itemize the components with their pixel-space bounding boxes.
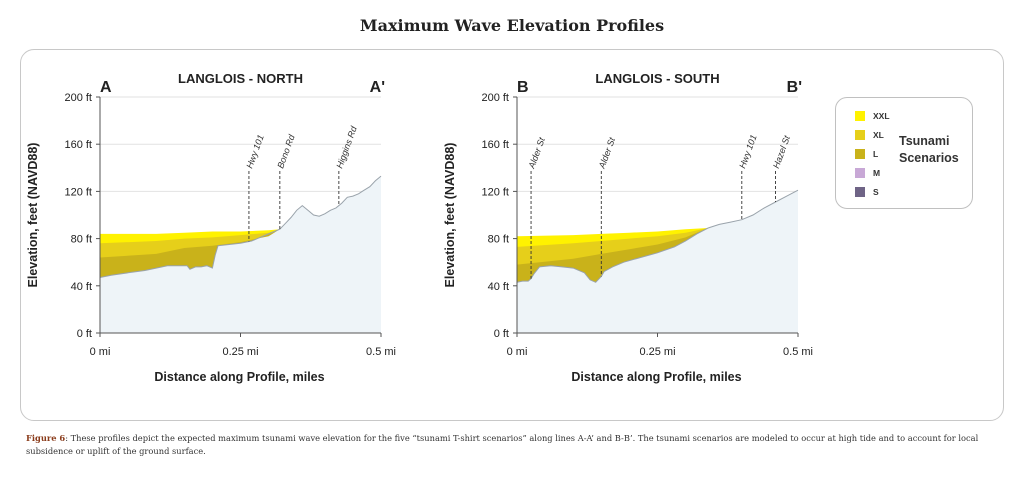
legend-swatch-xl: [855, 129, 865, 140]
chart-1-annotation-label: Hwy 101: [244, 133, 265, 169]
chart-2-y-tick-label: 200 ft: [481, 92, 509, 104]
chart-2-y-tick-label: 0 ft: [494, 328, 509, 340]
chart-2-annotation-label: Alder St: [526, 136, 547, 171]
chart-1-annotation-label: Bono Rd: [275, 132, 297, 169]
chart-2-x-tick-label: 0.25 mi: [639, 346, 675, 358]
chart-1-title: LANGLOIS - NORTH: [178, 71, 303, 86]
legend: XXL XL L M S Tsunami Scenarios: [835, 97, 973, 209]
legend-title-line2: Scenarios: [899, 151, 959, 165]
chart-2-title: LANGLOIS - SOUTH: [595, 71, 719, 86]
chart-1-y-axis-label: Elevation, feet (NAVD88): [26, 143, 40, 288]
chart-2-ground-area: [517, 190, 798, 333]
chart-2-y-tick-label: 80 ft: [488, 234, 509, 246]
chart-2-end-label: B': [787, 79, 802, 96]
caption-label: Figure 6: [26, 433, 66, 443]
legend-item-xl: XL: [855, 129, 884, 140]
figure-title: Maximum Wave Elevation Profiles: [359, 16, 665, 35]
chart-1-scenario-l-area: [100, 229, 280, 278]
legend-label-xxl: XXL: [873, 110, 890, 121]
legend-title: Tsunami Scenarios: [899, 133, 959, 167]
legend-title-line1: Tsunami: [899, 134, 950, 148]
legend-item-l: L: [855, 148, 878, 159]
chart-2-x-axis-label: Distance along Profile, miles: [571, 370, 741, 384]
legend-label-xl: XL: [873, 129, 884, 140]
chart-2-y-axis-label: Elevation, feet (NAVD88): [443, 143, 457, 288]
legend-swatch-m: [855, 167, 865, 178]
chart-1-y-tick-label: 120 ft: [64, 186, 92, 198]
chart-2-y-tick-label: 160 ft: [481, 139, 509, 151]
chart-1-y-tick-label: 160 ft: [64, 139, 92, 151]
chart-1-end-label: A': [370, 79, 385, 96]
chart-2-y-tick-label: 40 ft: [488, 281, 509, 293]
chart-2-start-label: B: [517, 79, 529, 96]
chart-2-annotation-label: Hazel St: [771, 134, 792, 170]
chart-1-y-tick-label: 200 ft: [64, 92, 92, 104]
legend-label-m: M: [873, 167, 881, 178]
chart-2-ground-line: [516, 189, 799, 283]
chart-1-x-tick-label: 0.25 mi: [222, 346, 258, 358]
chart-1-y-tick-label: 0 ft: [77, 328, 92, 340]
caption-text: : These profiles depict the expected max…: [26, 433, 979, 456]
chart-2-annotation-label: Alder St: [596, 136, 617, 171]
chart-2-x-tick-label: 0 mi: [507, 346, 528, 358]
chart-1-x-axis-label: Distance along Profile, miles: [154, 370, 324, 384]
chart-2-x-tick-label: 0.5 mi: [783, 346, 813, 358]
chart-1-annotation-label: Higgins Rd: [334, 124, 359, 170]
legend-swatch-s: [855, 186, 865, 197]
figure-caption: Figure 6: These profiles depict the expe…: [26, 432, 1001, 458]
chart-2-y-tick-label: 120 ft: [481, 186, 509, 198]
chart-1-group: 0 ft 40 ft 80 ft 120 ft 160 ft 200 ft 0 mi 0.25…: [26, 71, 396, 384]
chart-2-group: 0 ft 40 ft 80 ft 120 ft 160 ft 200 ft 0 mi 0.25…: [443, 71, 813, 384]
chart-1-x-tick-label: 0 mi: [90, 346, 111, 358]
legend-item-s: S: [855, 186, 879, 197]
chart-1-y-tick-label: 80 ft: [71, 234, 92, 246]
chart-2-annotation-label: Hwy 101: [737, 133, 758, 169]
figure-frame: [20, 49, 1004, 421]
chart-1-x-tick-label: 0.5 mi: [366, 346, 396, 358]
chart-2-scenario-l-area: [517, 228, 709, 283]
legend-item-xxl: XXL: [855, 110, 890, 121]
legend-item-m: M: [855, 167, 880, 178]
chart-1-ground-line: [99, 175, 382, 278]
legend-swatch-xxl: [855, 110, 865, 121]
chart-1-start-label: A: [100, 79, 112, 96]
legend-swatch-l: [855, 148, 865, 159]
chart-1-y-tick-label: 40 ft: [71, 281, 92, 293]
legend-label-s: S: [873, 186, 879, 197]
legend-label-l: L: [873, 148, 879, 159]
chart-1-ground-area: [100, 176, 381, 333]
